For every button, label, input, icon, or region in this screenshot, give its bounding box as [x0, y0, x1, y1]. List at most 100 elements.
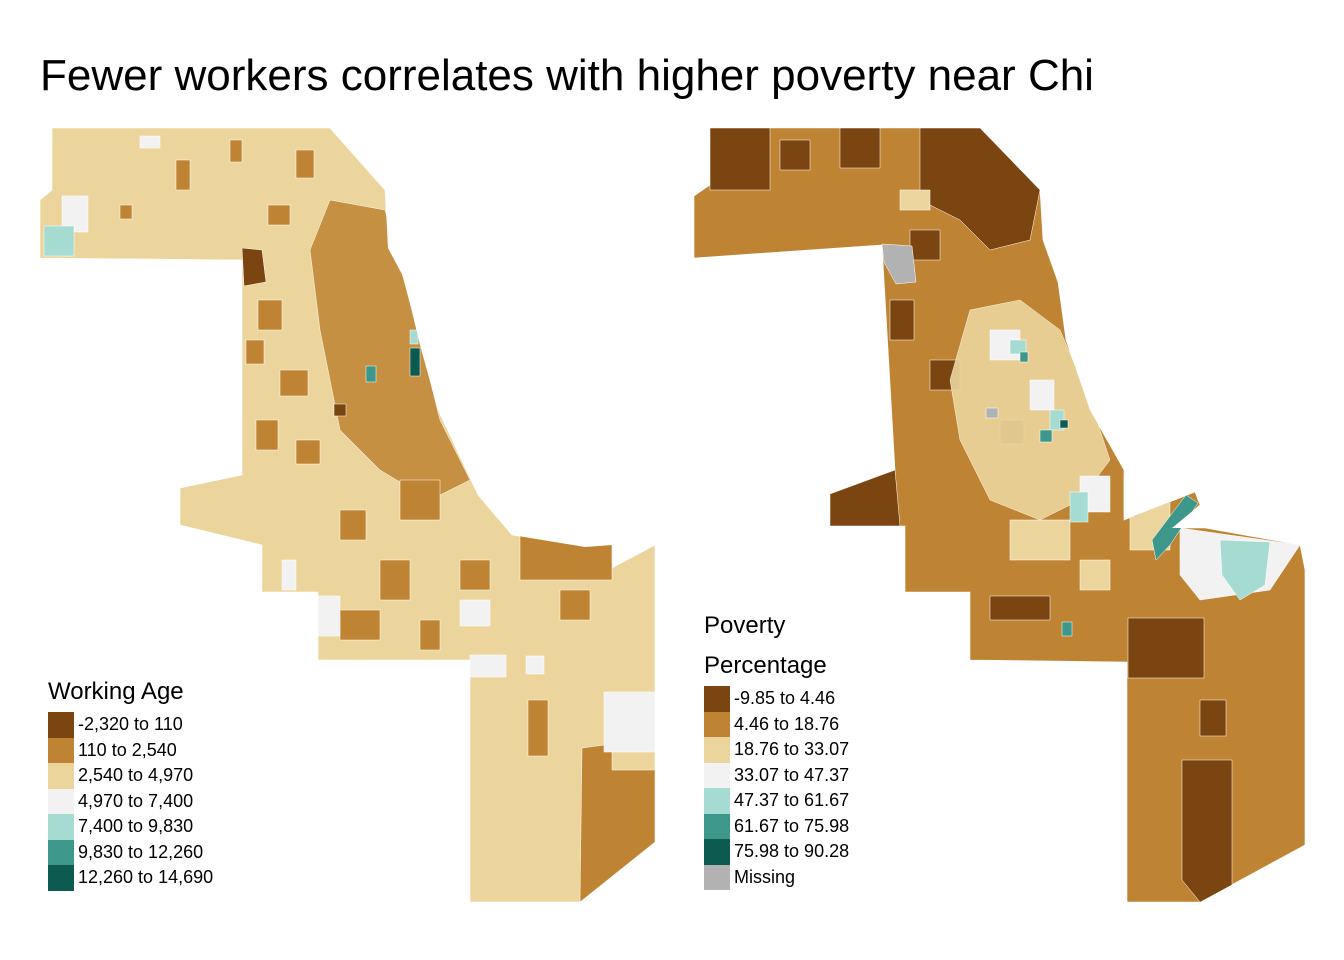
- poverty-tract: [899, 189, 931, 211]
- legend-swatch: [48, 737, 74, 763]
- legend-label: 9,830 to 12,260: [78, 841, 204, 862]
- working-age-tract: [255, 419, 279, 451]
- working-age-tract: [339, 609, 381, 641]
- poverty-tract: [1061, 621, 1073, 637]
- legend-item: 2,540 to 4,970: [48, 763, 213, 789]
- poverty-legend-list: -9.85 to 4.46 4.46 to 18.76 18.76 to 33.07…: [704, 686, 849, 890]
- poverty-tract: [1127, 617, 1205, 679]
- poverty-map: [693, 127, 1306, 903]
- legend-label: 61.67 to 75.98: [734, 815, 850, 836]
- legend-swatch: [704, 864, 730, 890]
- working-age-tract: [559, 589, 591, 621]
- working-age-tract: [603, 691, 655, 753]
- legend-swatch: [48, 763, 74, 789]
- working-age-tract: [519, 519, 613, 581]
- working-age-tract: [333, 403, 347, 417]
- legend-item: 9,830 to 12,260: [48, 839, 213, 865]
- legend-label: 4,970 to 7,400: [78, 790, 194, 811]
- poverty-tract: [1181, 759, 1233, 902]
- poverty-tract: [1219, 539, 1271, 601]
- working-age-tract: [379, 559, 411, 601]
- poverty-tract: [1019, 351, 1029, 363]
- poverty-tract: [989, 595, 1051, 621]
- legend-swatch: [704, 711, 730, 737]
- legend-item: 4.46 to 18.76: [704, 711, 849, 737]
- legend-item: 47.37 to 61.67: [704, 788, 849, 814]
- poverty-tract: [909, 229, 941, 261]
- legend-swatch: [704, 762, 730, 788]
- working-age-tract: [409, 347, 421, 377]
- legend-label: -9.85 to 4.46: [734, 688, 836, 709]
- poverty-tract: [1069, 491, 1089, 523]
- poverty-tract: [1123, 475, 1141, 517]
- poverty-tract: [1009, 519, 1071, 561]
- legend-swatch: [48, 865, 74, 891]
- poverty-tract: [1059, 419, 1069, 429]
- working-age-tract: [229, 139, 243, 163]
- legend-label: Missing: [734, 866, 796, 887]
- legend-swatch: [704, 737, 730, 763]
- legend-swatch: [48, 814, 74, 840]
- working-age-tract: [267, 204, 291, 226]
- working-age-tract: [409, 329, 419, 345]
- working-age-legend-title: Working Age: [48, 678, 184, 705]
- working-age-legend: Working Age -2,320 to 110 110 to 2,540 2,5…: [48, 672, 213, 891]
- legend-label: 110 to 2,540: [78, 739, 177, 760]
- legend-item: 75.98 to 90.28: [704, 839, 849, 865]
- working-age-tract: [241, 247, 267, 287]
- poverty-tract: [1079, 559, 1111, 591]
- legend-swatch: [704, 839, 730, 865]
- poverty-tract: [839, 128, 881, 169]
- poverty-legend-title-line-2: Percentage: [704, 652, 827, 679]
- working-age-tract: [257, 299, 283, 331]
- legend-item: 110 to 2,540: [48, 737, 213, 763]
- legend-item: 7,400 to 9,830: [48, 814, 213, 840]
- working-age-tract: [281, 559, 297, 591]
- legend-swatch: [704, 686, 730, 712]
- working-age-tract: [459, 559, 491, 591]
- working-age-tract: [469, 654, 507, 678]
- legend-item: Missing: [704, 864, 849, 890]
- poverty-tract: [829, 469, 901, 527]
- working-age-tract: [245, 339, 265, 365]
- legend-label: 47.37 to 61.67: [734, 790, 850, 811]
- legend-swatch: [48, 788, 74, 814]
- working-age-tract: [419, 619, 441, 651]
- legend-swatch: [704, 813, 730, 839]
- legend-label: 2,540 to 4,970: [78, 765, 194, 786]
- working-age-tract: [339, 509, 367, 541]
- working-age-tract: [119, 204, 133, 220]
- poverty-legend-title-line-1: Poverty: [704, 612, 786, 639]
- working-age-tract: [295, 439, 321, 465]
- working-age-tract: [43, 225, 75, 257]
- legend-swatch: [48, 839, 74, 865]
- legend-label: 12,260 to 14,690: [78, 867, 214, 888]
- legend-item: -9.85 to 4.46: [704, 686, 849, 712]
- working-age-legend-list: -2,320 to 110 110 to 2,540 2,540 to 4,970 4…: [48, 712, 213, 891]
- poverty-tract: [1199, 699, 1227, 737]
- working-age-tract: [295, 149, 315, 179]
- legend-item: 18.76 to 33.07: [704, 737, 849, 763]
- poverty-legend: Poverty Percentage -9.85 to 4.46 4.46 to …: [704, 606, 849, 890]
- legend-label: -2,320 to 110: [78, 714, 183, 735]
- legend-label: 75.98 to 90.28: [734, 841, 850, 862]
- working-age-map: [39, 127, 656, 903]
- poverty-tract: [1009, 339, 1027, 355]
- legend-item: 61.67 to 75.98: [704, 813, 850, 839]
- working-age-tract: [525, 655, 545, 675]
- legend-label: 33.07 to 47.37: [734, 764, 850, 785]
- working-age-tract: [459, 599, 491, 627]
- poverty-tract: [889, 299, 915, 341]
- poverty-tract: [709, 128, 771, 191]
- legend-item: 12,260 to 14,690: [48, 865, 213, 891]
- poverty-tract-missing: [881, 243, 917, 285]
- poverty-tract-missing: [985, 407, 999, 419]
- chart-title: Fewer workers correlates with higher pov…: [40, 51, 1094, 100]
- legend-item: -2,320 to 110: [48, 712, 213, 738]
- working-age-tract: [399, 479, 441, 521]
- working-age-tract: [175, 159, 191, 191]
- working-age-tract: [317, 595, 341, 637]
- legend-item: 4,970 to 7,400: [48, 788, 213, 814]
- working-age-tract: [365, 365, 377, 383]
